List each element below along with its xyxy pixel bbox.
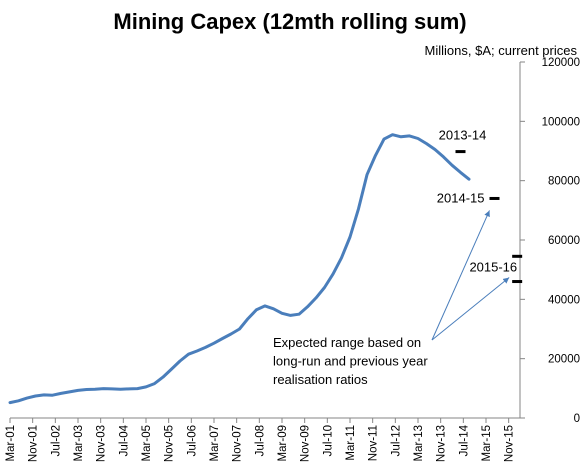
forecast-marker-label: 2015-16 [469, 259, 517, 274]
annotation-group: Expected range based on long-run and prev… [273, 210, 510, 387]
y-tick-label: 60000 [548, 235, 580, 247]
x-tick-label: Nov-01 [28, 425, 40, 462]
annotation-text-line: long-run and previous year [273, 354, 428, 369]
x-tick-label: Mar-11 [345, 425, 357, 461]
x-tick-label: Jul-04 [118, 424, 130, 456]
capex-series-line [8, 133, 471, 405]
annotation-text-line: realisation ratios [273, 372, 368, 387]
x-tick-label: Jul-14 [458, 424, 470, 456]
x-tick-label: Nov-11 [368, 425, 380, 461]
x-tick-label: Mar-07 [209, 425, 221, 461]
x-tick-label: Mar-03 [73, 425, 85, 461]
markers-group: 2013-14 2014-15 2015-16 [437, 128, 523, 284]
annotation-arrow [431, 277, 510, 341]
x-tick-label: Mar-15 [481, 425, 493, 461]
forecast-marker-label: 2014-15 [437, 190, 485, 205]
y-axis-unit-label: Millions, $A; current prices [425, 43, 578, 58]
chart-title: Mining Capex (12mth rolling sum) [113, 9, 466, 34]
y-tick-label: 0 [574, 413, 580, 425]
x-tick-label: Jul-08 [254, 425, 266, 456]
annotation-text-line: Expected range based on [273, 335, 421, 350]
x-tick-label: Jul-06 [186, 425, 198, 456]
y-tick-label: 100000 [542, 116, 580, 128]
x-tick-label: Nov-15 [504, 425, 516, 462]
x-tick-label: Mar-09 [277, 425, 289, 461]
y-tick-label: 20000 [548, 354, 580, 366]
x-tick-label: Nov-13 [436, 425, 448, 462]
x-tick-label: Nov-05 [164, 425, 176, 462]
x-tick-label: Jul-12 [390, 425, 402, 456]
y-tick-label: 40000 [548, 294, 580, 306]
annotation-arrow [431, 210, 490, 341]
x-tick-label: Mar-05 [141, 425, 153, 461]
x-tick-label: Mar-13 [413, 425, 425, 461]
axes: 0 20000 40000 60000 80000 100000 120000 Mar-01 N… [5, 57, 580, 462]
forecast-marker-label: 2013-14 [439, 128, 487, 143]
x-tick-label: Nov-07 [232, 425, 244, 462]
x-tick-label: Jul-10 [322, 425, 334, 456]
x-tick-label: Nov-09 [300, 425, 312, 462]
x-tick-label: Mar-01 [5, 425, 17, 461]
series-group [8, 133, 471, 405]
x-tick-label: Jul-02 [50, 425, 62, 456]
x-tick-label: Nov-03 [96, 425, 108, 462]
y-tick-label: 120000 [542, 57, 580, 69]
y-tick-label: 80000 [548, 176, 580, 188]
